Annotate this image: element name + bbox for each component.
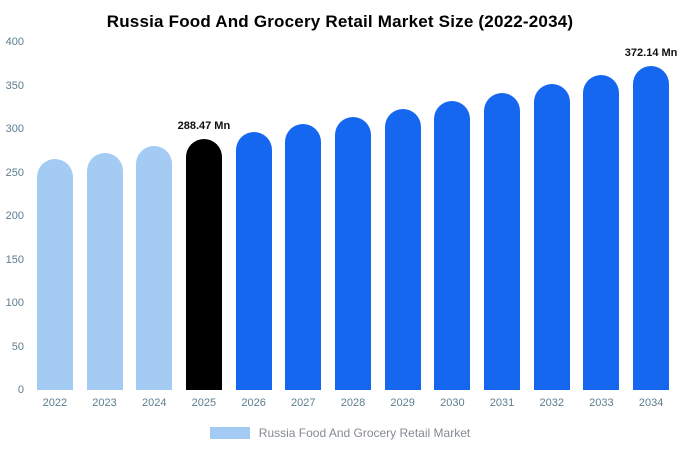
x-tick-label: 2030 bbox=[440, 397, 465, 409]
y-tick-label: 350 bbox=[5, 79, 24, 92]
bar-column-2028: 2028 bbox=[328, 42, 378, 409]
bar-column-2023: 2023 bbox=[80, 42, 130, 409]
bar-2027 bbox=[285, 124, 322, 390]
bar-2028 bbox=[334, 116, 371, 390]
x-tick-label: 2029 bbox=[390, 397, 415, 409]
bar-2031 bbox=[484, 92, 521, 390]
y-tick-label: 100 bbox=[5, 297, 24, 309]
bar-2030 bbox=[434, 100, 471, 390]
bar-2034 bbox=[633, 66, 670, 390]
value-label-2025: 288.47 Mn bbox=[177, 120, 231, 133]
bar-2024 bbox=[136, 146, 173, 390]
bar-2025 bbox=[185, 139, 222, 390]
x-tick-label: 2027 bbox=[291, 397, 316, 409]
y-tick-label: 200 bbox=[5, 210, 24, 222]
x-tick-label: 2028 bbox=[340, 397, 366, 409]
y-axis: 0 50 100 150 200 250 300 350 400 bbox=[0, 36, 26, 396]
plot-area: 2022 2023 2024 2025 288.47 Mn 2026 2027 2028 202… bbox=[30, 42, 678, 409]
bar-2032 bbox=[533, 84, 570, 390]
x-tick-label: 2034 bbox=[638, 397, 664, 409]
bar-column-2027: 2027 bbox=[278, 42, 328, 409]
y-tick-label: 300 bbox=[5, 123, 24, 135]
x-tick-label: 2024 bbox=[141, 397, 167, 409]
x-tick-label: 2025 bbox=[191, 397, 217, 409]
bar-2029 bbox=[384, 108, 421, 390]
bar-column-2031: 2031 bbox=[477, 42, 527, 409]
x-tick-label: 2026 bbox=[241, 397, 266, 409]
x-tick-label: 2033 bbox=[589, 397, 614, 409]
legend: Russia Food And Grocery Retail Market bbox=[0, 426, 680, 440]
bar-column-2024: 2024 bbox=[129, 42, 179, 409]
y-tick-label: 400 bbox=[5, 36, 24, 48]
value-label-2034: 372.14 Mn bbox=[624, 47, 678, 60]
bar-column-2034: 2034 372.14 Mn bbox=[624, 42, 678, 409]
bar-column-2033: 2033 bbox=[577, 42, 627, 409]
y-tick-label: 50 bbox=[11, 340, 24, 353]
y-tick-label: 250 bbox=[5, 166, 24, 179]
x-tick-label: 2032 bbox=[539, 397, 564, 409]
bar-column-2030: 2030 bbox=[428, 42, 478, 409]
x-tick-label: 2031 bbox=[489, 397, 515, 409]
legend-label: Russia Food And Grocery Retail Market bbox=[258, 426, 471, 440]
bar-2033 bbox=[583, 75, 620, 390]
bar-column-2032: 2032 bbox=[527, 42, 577, 409]
x-tick-label: 2023 bbox=[92, 397, 117, 409]
bar-column-2026: 2026 bbox=[229, 42, 279, 409]
y-tick-label: 150 bbox=[5, 253, 24, 266]
bar-2026 bbox=[235, 131, 272, 390]
plot-wrap: 0 50 100 150 200 250 300 350 400 2022 2023 2024 202… bbox=[0, 36, 680, 409]
bar-column-2025: 2025 288.47 Mn bbox=[177, 42, 231, 409]
bar-2023 bbox=[86, 152, 123, 390]
bar-column-2022: 2022 bbox=[30, 42, 80, 409]
chart-title: Russia Food And Grocery Retail Market Si… bbox=[106, 12, 574, 31]
bar-column-2029: 2029 bbox=[378, 42, 428, 409]
bar-2022 bbox=[36, 159, 73, 390]
x-tick-label: 2022 bbox=[42, 397, 68, 409]
legend-swatch bbox=[209, 427, 250, 439]
y-tick-label: 0 bbox=[17, 384, 24, 396]
